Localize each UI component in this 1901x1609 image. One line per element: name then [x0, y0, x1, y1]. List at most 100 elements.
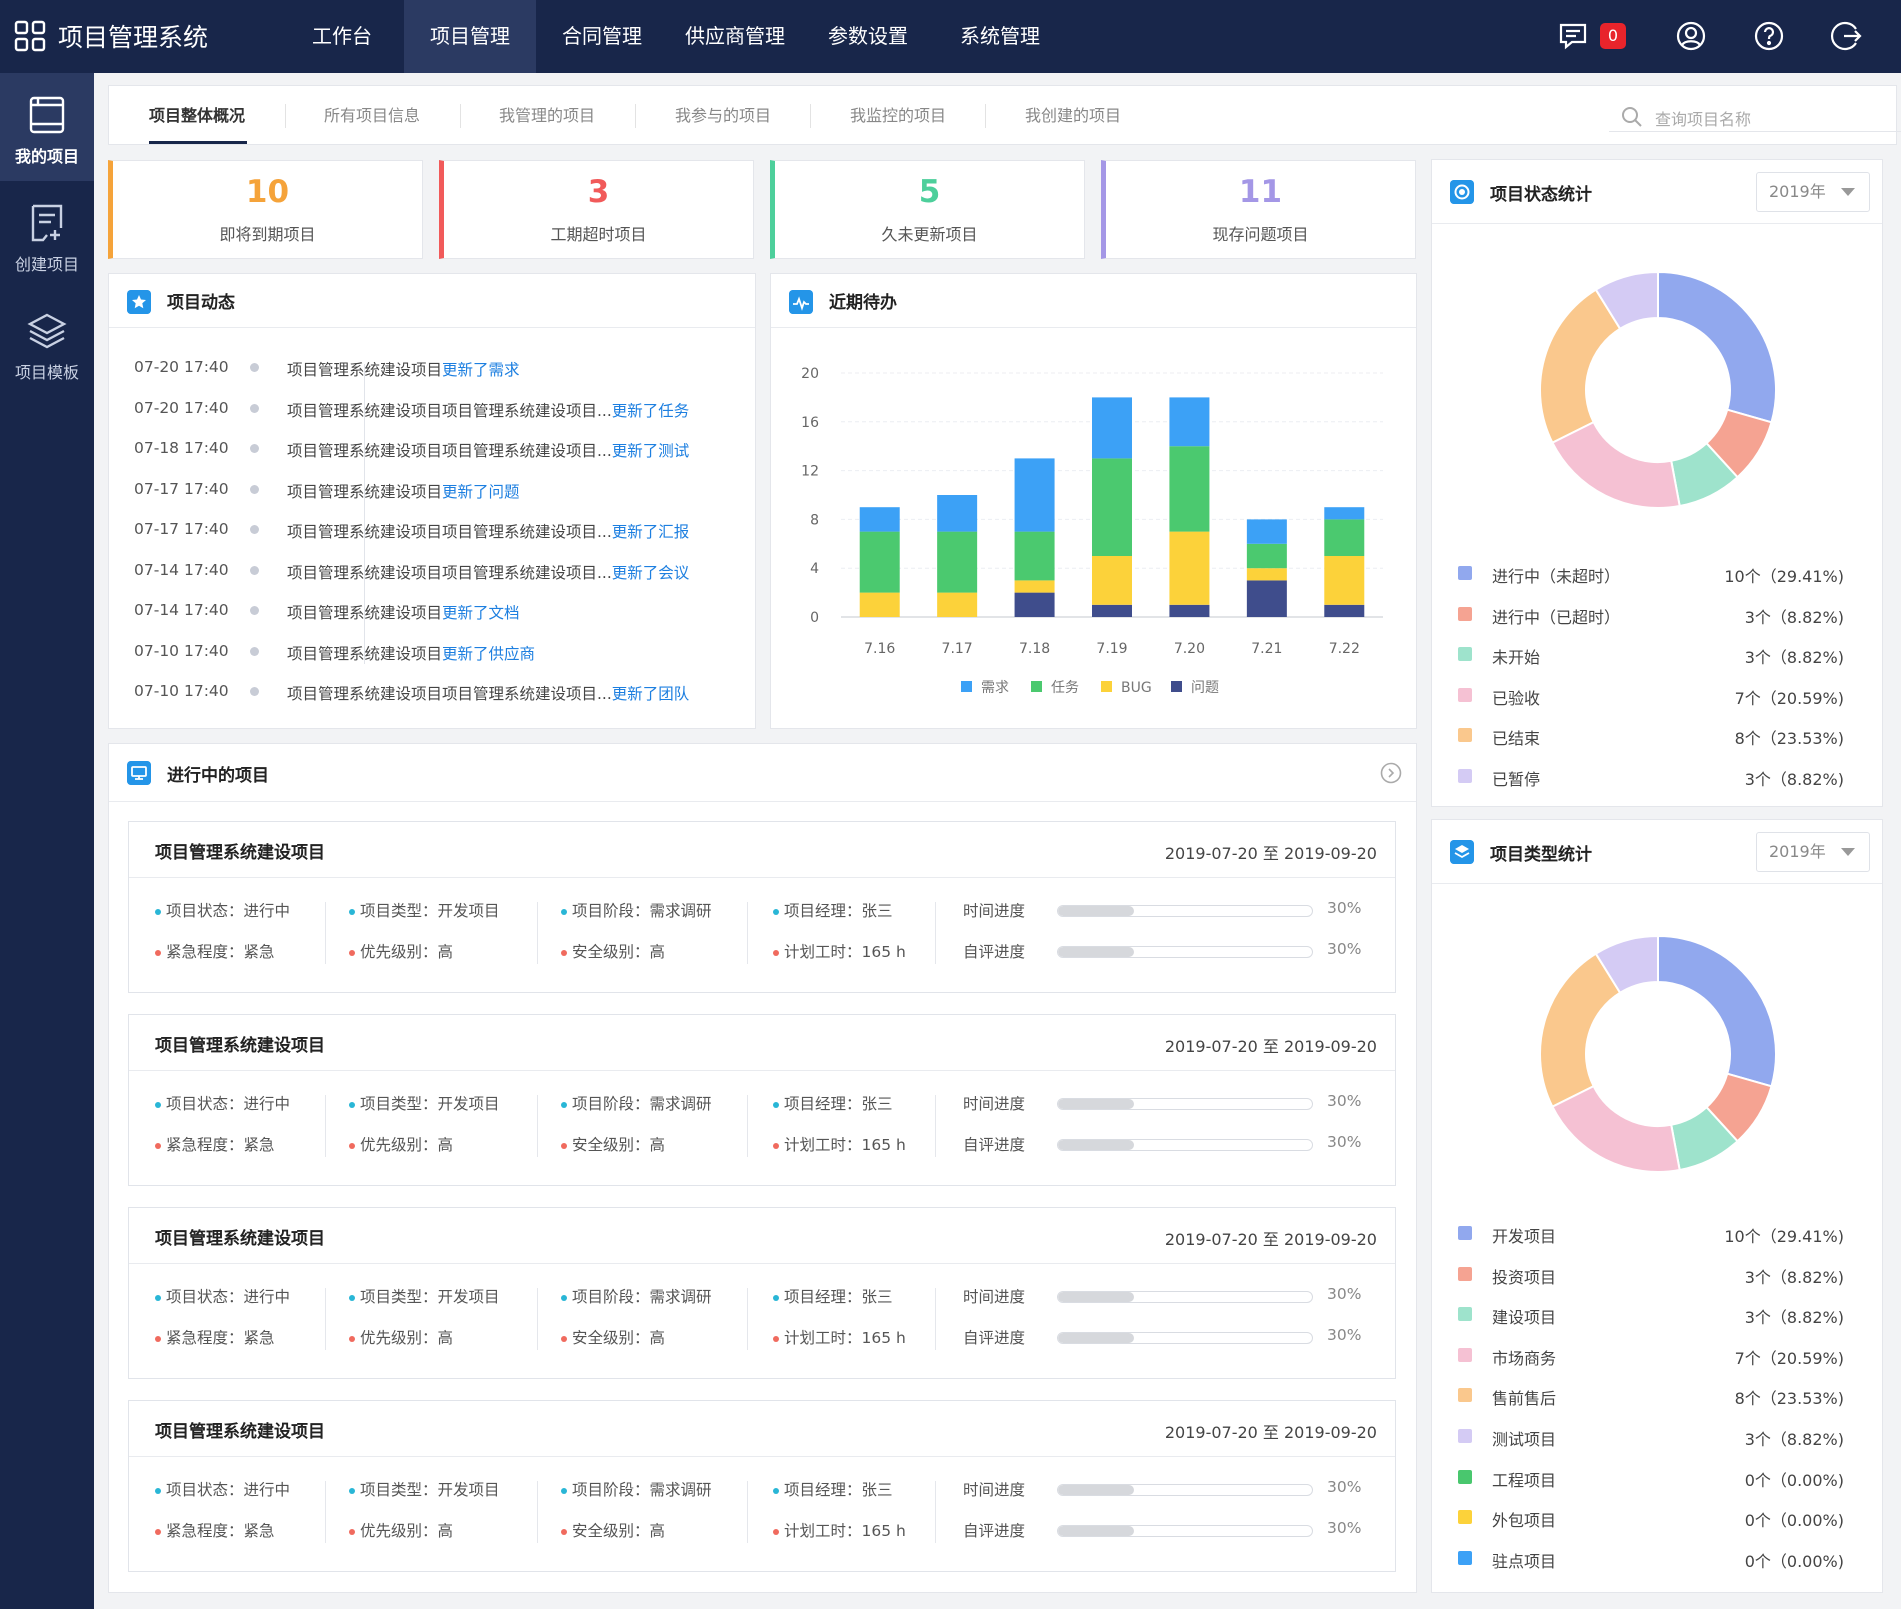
legend-row[interactable]: 工程项目 0个（0.00%) [1432, 1458, 1882, 1498]
nav-system-management[interactable]: 系统管理 [960, 24, 1040, 48]
legend-row[interactable]: 投资项目 3个（8.82%) [1432, 1255, 1882, 1295]
project-card[interactable]: 项目管理系统建设项目 2019-07-20 至 2019-09-20 项目状态：进行… [128, 1207, 1396, 1379]
activity-action-link[interactable]: 更新了文档 [442, 604, 520, 622]
app-logo[interactable]: 项目管理系统 [14, 18, 208, 54]
donut-slice[interactable] [1539, 288, 1622, 444]
legend-row[interactable]: 建设项目 3个（8.82%) [1432, 1295, 1882, 1335]
field-divider [935, 1288, 936, 1350]
stat-card-stale[interactable]: 5 久未更新项目 [770, 160, 1085, 259]
legend-row[interactable]: 进行中（未超时） 10个（29.41%) [1432, 554, 1882, 594]
activity-text: 项目管理系统建设项目项目管理系统建设项目...更新了会议 [287, 561, 689, 583]
type-year-select[interactable]: 2019年 [1756, 832, 1870, 872]
legend-row[interactable]: 已验收 7个（20.59%) [1432, 676, 1882, 716]
legend-row[interactable]: 市场商务 7个（20.59%) [1432, 1336, 1882, 1376]
sidebar-item-project-templates[interactable]: 项目模板 [0, 289, 94, 397]
legend-row[interactable]: 已暂停 3个（8.82%) [1432, 757, 1882, 797]
project-card[interactable]: 项目管理系统建设项目 2019-07-20 至 2019-09-20 项目状态：进行… [128, 821, 1396, 993]
legend-row[interactable]: 未开始 3个（8.82%) [1432, 635, 1882, 675]
project-name[interactable]: 项目管理系统建设项目 [155, 1229, 325, 1249]
project-name[interactable]: 项目管理系统建设项目 [155, 1036, 325, 1056]
project-type-text: 项目类型：开发项目 [360, 1481, 500, 1499]
layers-icon [27, 313, 67, 349]
activity-item[interactable]: 07-17 17:40 项目管理系统建设项目更新了问题 [109, 470, 749, 510]
activity-item[interactable]: 07-14 17:40 项目管理系统建设项目项目管理系统建设项目...更新了会议 [109, 551, 749, 591]
donut-slice[interactable] [1594, 934, 1659, 995]
nav-parameter-settings[interactable]: 参数设置 [828, 24, 908, 48]
nav-contract-management[interactable]: 合同管理 [562, 24, 642, 48]
legend-label[interactable]: 任务 [1051, 680, 1079, 696]
activity-item[interactable]: 07-18 17:40 项目管理系统建设项目项目管理系统建设项目...更新了测试 [109, 429, 749, 469]
activity-subject: 项目管理系统建设项目项目管理系统建设项目... [287, 685, 612, 703]
donut-slice[interactable] [1539, 952, 1622, 1108]
project-stage-text: 项目阶段：需求调研 [572, 1288, 712, 1306]
donut-slice[interactable] [1594, 270, 1659, 331]
activity-item[interactable]: 07-10 17:40 项目管理系统建设项目更新了供应商 [109, 632, 749, 672]
help-icon[interactable] [1752, 19, 1786, 53]
chevron-right-circle-icon[interactable] [1380, 762, 1402, 784]
legend-label[interactable]: BUG [1121, 680, 1152, 696]
user-icon[interactable] [1674, 19, 1708, 53]
nav-project-management[interactable]: 项目管理 [404, 0, 536, 73]
activity-action-link[interactable]: 更新了供应商 [442, 644, 536, 663]
stat-card-due-soon[interactable]: 10 即将到期项目 [108, 160, 423, 259]
legend-row[interactable]: 已结束 8个（23.53%) [1432, 716, 1882, 756]
legend-row[interactable]: 售前售后 8个（23.53%) [1432, 1376, 1882, 1416]
project-name[interactable]: 项目管理系统建设项目 [155, 1422, 325, 1442]
donut-slice[interactable] [1657, 934, 1777, 1088]
activity-item[interactable]: 07-17 17:40 项目管理系统建设项目项目管理系统建设项目...更新了汇报 [109, 510, 749, 550]
stat-card-overdue[interactable]: 3 工期超时项目 [439, 160, 754, 259]
timeline-dot [250, 606, 259, 615]
message-icon[interactable] [1556, 19, 1590, 53]
tab-created-projects[interactable]: 我创建的项目 [1025, 106, 1122, 125]
project-card[interactable]: 项目管理系统建设项目 2019-07-20 至 2019-09-20 项目状态：进行… [128, 1400, 1396, 1572]
activity-action-link[interactable]: 更新了需求 [442, 361, 520, 379]
legend-row[interactable]: 外包项目 0个（0.00%) [1432, 1498, 1882, 1538]
legend-label[interactable]: 需求 [981, 680, 1009, 696]
activity-item[interactable]: 07-10 17:40 项目管理系统建设项目项目管理系统建设项目...更新了团队 [109, 672, 749, 712]
tab-all-projects[interactable]: 所有项目信息 [324, 106, 421, 125]
legend-swatch [1458, 647, 1472, 662]
activity-item[interactable]: 07-20 17:40 项目管理系统建设项目更新了需求 [109, 348, 749, 388]
nav-workbench[interactable]: 工作台 [312, 24, 372, 48]
activity-action-link[interactable]: 更新了团队 [611, 685, 690, 703]
nav-supplier-management[interactable]: 供应商管理 [685, 24, 785, 48]
project-name[interactable]: 项目管理系统建设项目 [155, 843, 325, 863]
field-divider [537, 902, 538, 964]
legend-row[interactable]: 开发项目 10个（29.41%) [1432, 1214, 1882, 1254]
activity-subject: 项目管理系统建设项目项目管理系统建设项目... [287, 523, 612, 541]
activity-action-link[interactable]: 更新了任务 [611, 401, 690, 420]
donut-slice[interactable] [1657, 270, 1777, 424]
tab-participated-projects[interactable]: 我参与的项目 [675, 106, 772, 125]
stat-card-issues[interactable]: 11 现存问题项目 [1101, 160, 1416, 259]
status-year-select[interactable]: 2019年 [1756, 172, 1870, 212]
activity-action-link[interactable]: 更新了测试 [611, 442, 690, 460]
tab-overview[interactable]: 项目整体概况 [149, 106, 246, 125]
donut-slice[interactable] [1551, 420, 1681, 509]
sidebar-item-create-project[interactable]: 创建项目 [0, 181, 94, 289]
legend-label[interactable]: 问题 [1191, 680, 1219, 696]
project-stage-text: 项目阶段：需求调研 [572, 1481, 712, 1499]
tab-monitored-projects[interactable]: 我监控的项目 [850, 106, 947, 125]
activity-text: 项目管理系统建设项目项目管理系统建设项目...更新了任务 [287, 399, 689, 421]
progress-fill [1058, 1292, 1135, 1302]
activity-action-link[interactable]: 更新了汇报 [611, 523, 690, 541]
sidebar-item-my-projects[interactable]: 我的项目 [0, 73, 94, 181]
legend-row[interactable]: 进行中（已超时） 3个（8.82%) [1432, 595, 1882, 635]
project-urgency: 紧急程度：紧急 [155, 940, 275, 962]
logout-icon[interactable] [1830, 19, 1864, 53]
project-manager: 项目经理：张三 [773, 1478, 893, 1500]
project-card[interactable]: 项目管理系统建设项目 2019-07-20 至 2019-09-20 项目状态：进行… [128, 1014, 1396, 1186]
donut-slice[interactable] [1551, 1084, 1681, 1173]
activity-action-link[interactable]: 更新了会议 [611, 563, 690, 582]
time-progress-percent: 30% [1327, 1478, 1362, 1496]
timeline-dot [250, 363, 259, 372]
project-search-input[interactable]: 查询项目名称 [1609, 100, 1901, 132]
activity-action-link[interactable]: 更新了问题 [442, 482, 520, 501]
legend-row[interactable]: 驻点项目 0个（0.00%) [1432, 1539, 1882, 1579]
status-donut-chart [1539, 270, 1777, 509]
tab-managed-projects[interactable]: 我管理的项目 [499, 106, 596, 125]
activity-item[interactable]: 07-20 17:40 项目管理系统建设项目项目管理系统建设项目...更新了任务 [109, 389, 749, 429]
activity-item[interactable]: 07-14 17:40 项目管理系统建设项目更新了文档 [109, 591, 749, 631]
legend-swatch [961, 681, 972, 692]
legend-row[interactable]: 测试项目 3个（8.82%) [1432, 1417, 1882, 1457]
